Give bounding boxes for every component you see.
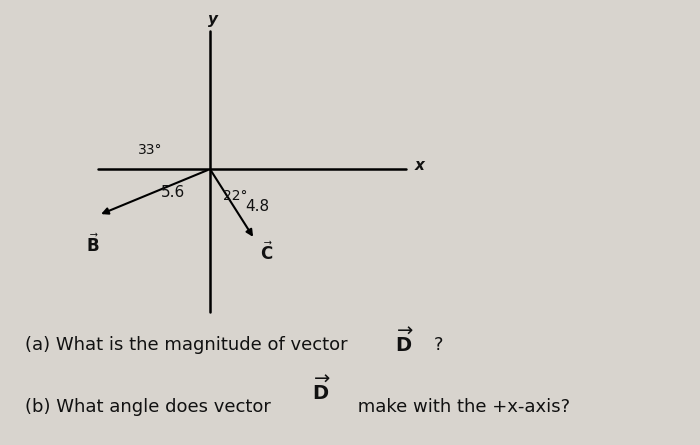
Text: 33°: 33° [138,143,162,157]
Text: x: x [414,158,424,173]
Text: $\overrightarrow{\mathbf{D}}$: $\overrightarrow{\mathbf{D}}$ [395,327,415,356]
Text: 5.6: 5.6 [161,185,185,200]
Text: y: y [209,12,218,27]
Text: 22°: 22° [223,189,247,203]
Text: (a) What is the magnitude of vector: (a) What is the magnitude of vector [25,336,353,354]
Text: $\vec{\mathbf{B}}$: $\vec{\mathbf{B}}$ [86,234,99,256]
Text: $\vec{\mathbf{C}}$: $\vec{\mathbf{C}}$ [260,242,274,264]
Text: (b) What angle does vector: (b) What angle does vector [25,398,276,416]
Text: 4.8: 4.8 [245,199,269,214]
Text: $\overrightarrow{\mathbf{D}}$: $\overrightarrow{\mathbf{D}}$ [312,375,331,404]
Text: ?: ? [434,336,444,354]
Text: make with the +x-axis?: make with the +x-axis? [352,398,570,416]
